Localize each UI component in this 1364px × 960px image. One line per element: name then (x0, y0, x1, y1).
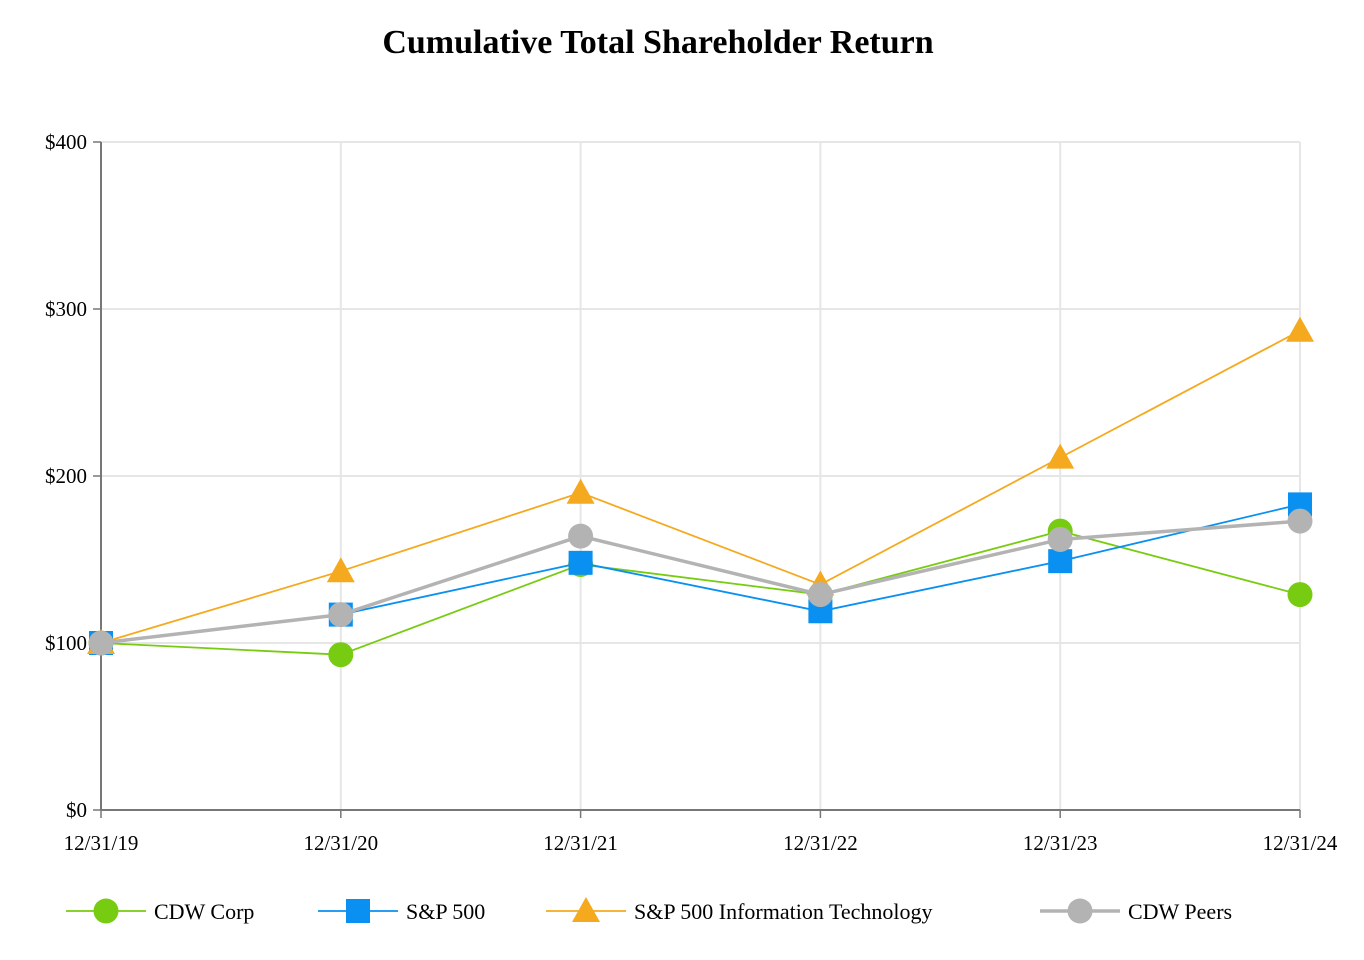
legend-label: S&P 500 (406, 899, 485, 924)
data-point (1286, 316, 1314, 342)
data-point (328, 642, 354, 668)
data-point (1047, 526, 1073, 552)
legend-item: CDW Corp (66, 898, 254, 924)
y-tick-label: $200 (45, 464, 87, 488)
series-cdw-corp (88, 518, 1313, 668)
legend-item: CDW Peers (1040, 898, 1232, 924)
x-tick-label: 12/31/19 (64, 831, 139, 855)
data-point (1048, 549, 1073, 574)
series-line (100, 530, 1301, 656)
legend-marker (572, 897, 600, 922)
legend-marker (1067, 898, 1093, 924)
legend-item: S&P 500 (318, 899, 485, 924)
legend-marker (346, 899, 370, 923)
legend: CDW Corp S&P 500 S&P 500 Information Techn… (66, 897, 1232, 924)
series-s-p-500-information-technology (87, 316, 1314, 654)
legend-item: S&P 500 Information Technology (546, 897, 933, 924)
data-point (1046, 443, 1075, 469)
data-point (1287, 582, 1313, 608)
x-tick-label: 12/31/24 (1263, 831, 1338, 855)
series-line (100, 519, 1301, 645)
y-tick-label: $300 (45, 297, 87, 321)
x-tick-label: 12/31/20 (303, 831, 378, 855)
data-point (807, 582, 833, 608)
axes: $0 $100 $200 $300 $400 12/31/19 12/31/20 12/31/… (45, 130, 1338, 855)
x-tick-label: 12/31/23 (1023, 831, 1098, 855)
series-line (100, 329, 1301, 644)
grid (101, 141, 1301, 810)
chart-title: Cumulative Total Shareholder Return (382, 24, 933, 61)
y-tick-label: $400 (45, 130, 87, 154)
legend-marker (93, 898, 119, 924)
data-point (568, 523, 594, 549)
series-s-p-500 (89, 492, 1312, 655)
data-point (566, 478, 595, 504)
data-point (1287, 508, 1313, 534)
series-group (87, 316, 1314, 668)
data-point (326, 557, 355, 583)
legend-label: CDW Peers (1128, 899, 1232, 924)
legend-label: CDW Corp (154, 899, 254, 924)
legend-label: S&P 500 Information Technology (634, 899, 933, 924)
data-point (88, 630, 114, 656)
series-cdw-peers (88, 508, 1313, 656)
y-tick-label: $100 (45, 631, 87, 655)
y-tick-label: $0 (66, 798, 87, 822)
x-tick-label: 12/31/22 (783, 831, 858, 855)
data-point (568, 550, 593, 575)
data-point (328, 602, 354, 628)
x-tick-label: 12/31/21 (543, 831, 618, 855)
